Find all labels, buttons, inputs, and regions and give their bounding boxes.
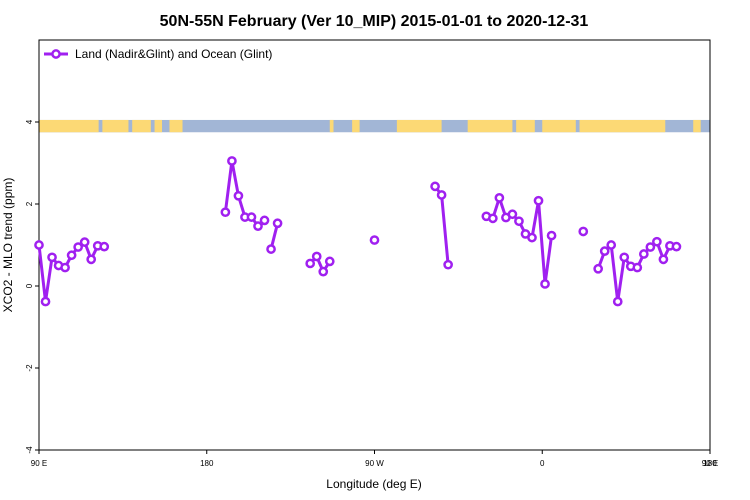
data-point	[578, 226, 589, 237]
y-tick-label: -2	[25, 364, 34, 372]
data-point	[47, 252, 57, 263]
x-tick-label: 180	[200, 459, 214, 468]
x-axis-label: Longitude (deg E)	[326, 477, 421, 491]
data-point	[73, 242, 83, 252]
land-segment	[39, 119, 99, 133]
data-point	[233, 190, 244, 201]
legend-label: Land (Nadir&Glint) and Ocean (Glint)	[75, 47, 272, 61]
land-segment	[352, 119, 360, 133]
land-segment	[132, 119, 151, 133]
data-point	[527, 232, 537, 243]
data-point	[272, 218, 283, 229]
data-point	[494, 193, 505, 203]
data-point	[507, 209, 518, 220]
data-point	[514, 216, 524, 227]
series	[34, 156, 682, 307]
y-tick-label: -4	[25, 446, 34, 454]
data-point	[99, 241, 110, 252]
data-point	[436, 190, 447, 200]
land-segment	[396, 119, 442, 133]
data-point	[220, 207, 231, 218]
data-point	[318, 266, 329, 277]
data-point	[606, 240, 617, 250]
data-point	[227, 156, 237, 166]
data-point	[79, 237, 90, 247]
y-tick-label: 4	[25, 119, 34, 124]
x-tick-label: 90 E	[702, 459, 718, 468]
y-axis: -4 -2 0 2 4	[25, 119, 39, 454]
legend: Land (Nadir&Glint) and Ocean (Glint)	[44, 47, 272, 61]
data-point	[311, 251, 322, 262]
land-ocean-band	[39, 119, 710, 133]
land-segment	[154, 119, 163, 133]
data-point	[86, 254, 97, 265]
land-segment	[467, 119, 513, 133]
x-tick-label: 90 E	[31, 459, 47, 468]
data-point	[612, 296, 623, 307]
data-point	[546, 230, 557, 241]
x-tick-label: 0	[540, 459, 545, 468]
data-point	[671, 241, 682, 252]
y-tick-label: 2	[25, 201, 34, 206]
y-tick-label: 0	[25, 283, 34, 288]
data-point	[599, 246, 610, 256]
x-tick-label: 90 W	[365, 459, 384, 468]
data-point	[66, 250, 77, 261]
data-point	[324, 256, 335, 267]
data-point	[40, 296, 51, 307]
data-point	[266, 244, 276, 254]
land-segment	[542, 119, 576, 133]
data-point	[593, 263, 604, 274]
data-point	[540, 279, 550, 289]
land-segment	[329, 119, 334, 133]
data-point	[34, 240, 44, 250]
land-segment	[693, 119, 701, 133]
land-segment	[516, 119, 535, 133]
land-segment	[169, 119, 183, 133]
data-point	[658, 254, 669, 265]
legend-marker	[51, 49, 61, 59]
data-point	[259, 215, 270, 226]
data-point	[638, 249, 649, 259]
chart-title: 50N-55N February (Ver 10_MIP) 2015-01-01…	[160, 13, 589, 30]
y-axis-label: XCO2 - MLO trend (ppm)	[1, 178, 15, 313]
land-segment	[579, 119, 666, 133]
land-segment	[102, 119, 129, 133]
data-point	[443, 259, 453, 270]
data-point	[533, 195, 544, 206]
x-tick-label: 180	[703, 459, 717, 468]
data-point	[369, 235, 380, 245]
data-point	[253, 221, 263, 231]
series-line	[485, 196, 554, 286]
data-point	[430, 181, 440, 192]
data-point	[645, 242, 656, 252]
data-point	[60, 262, 70, 273]
data-point	[619, 252, 630, 263]
data-point	[246, 212, 257, 222]
data-point	[305, 258, 316, 269]
data-point	[632, 262, 643, 273]
data-point	[652, 236, 662, 247]
data-point	[488, 213, 498, 224]
